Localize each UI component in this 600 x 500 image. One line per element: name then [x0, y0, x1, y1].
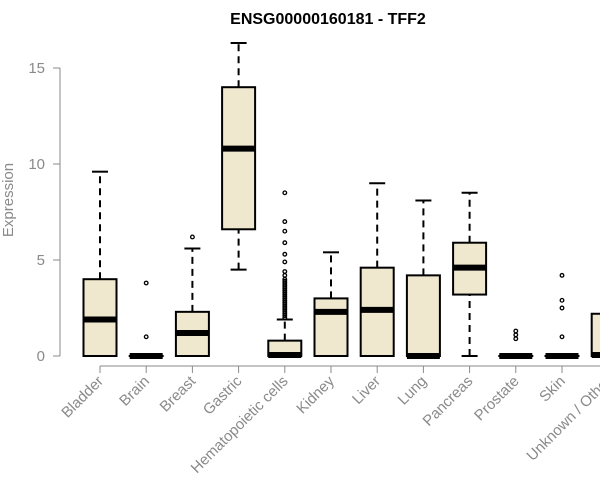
- outlier-point: [282, 278, 288, 284]
- box-pancreas: [452, 191, 488, 357]
- outlier-point: [282, 240, 288, 246]
- iqr-box: [405, 274, 441, 357]
- box-skin: [544, 272, 580, 359]
- outlier-point: [143, 334, 149, 340]
- x-tick-label-kidney: Kidney: [293, 372, 338, 417]
- outlier-point: [282, 219, 288, 225]
- iqr-box: [313, 297, 349, 357]
- plot-area: [82, 42, 600, 359]
- box-hematopoietic-cells: [267, 190, 303, 359]
- outlier-point: [559, 334, 565, 340]
- box-kidney: [313, 251, 349, 357]
- chart-title: ENSG00000160181 - TFF2: [230, 11, 426, 28]
- outlier-point: [282, 251, 288, 257]
- outlier-point: [282, 190, 288, 196]
- y-tick-label-10: 10: [28, 156, 45, 173]
- x-tick-label-lung: Lung: [395, 373, 431, 409]
- box-breast: [174, 234, 210, 357]
- x-tick-label-prostate: Prostate: [471, 373, 523, 425]
- iqr-box: [221, 86, 257, 231]
- outlier-point: [143, 280, 149, 286]
- box-prostate: [498, 328, 534, 359]
- x-tick-label-liver: Liver: [349, 373, 384, 408]
- outlier-point: [282, 228, 288, 234]
- x-tick-label-pancreas: Pancreas: [420, 373, 477, 430]
- iqr-box: [590, 312, 600, 358]
- outlier-point: [513, 328, 519, 334]
- x-tick-label-brain: Brain: [116, 373, 153, 410]
- y-tick-label-5: 5: [37, 252, 45, 269]
- box-lung: [405, 199, 441, 359]
- outlier-point: [559, 272, 565, 278]
- y-axis-label: Expression: [0, 163, 17, 237]
- outlier-point: [559, 305, 565, 311]
- box-bladder: [82, 170, 118, 358]
- box-liver: [359, 182, 395, 357]
- outlier-point: [513, 332, 519, 338]
- outlier-point: [189, 234, 195, 240]
- box-brain: [128, 280, 164, 359]
- box-unknown-other: [590, 312, 600, 359]
- box-gastric: [221, 42, 257, 271]
- outlier-point: [513, 336, 519, 342]
- outlier-point: [282, 272, 288, 278]
- outlier-point: [282, 269, 288, 274]
- y-tick-label-0: 0: [37, 348, 45, 365]
- outlier-point: [282, 259, 288, 265]
- x-tick-label-breast: Breast: [157, 372, 200, 415]
- outlier-point: [559, 297, 565, 303]
- x-tick-label-skin: Skin: [536, 373, 569, 406]
- x-tick-label-bladder: Bladder: [58, 373, 107, 422]
- y-tick-label-15: 15: [28, 60, 45, 77]
- x-tick-label-gastric: Gastric: [200, 372, 246, 418]
